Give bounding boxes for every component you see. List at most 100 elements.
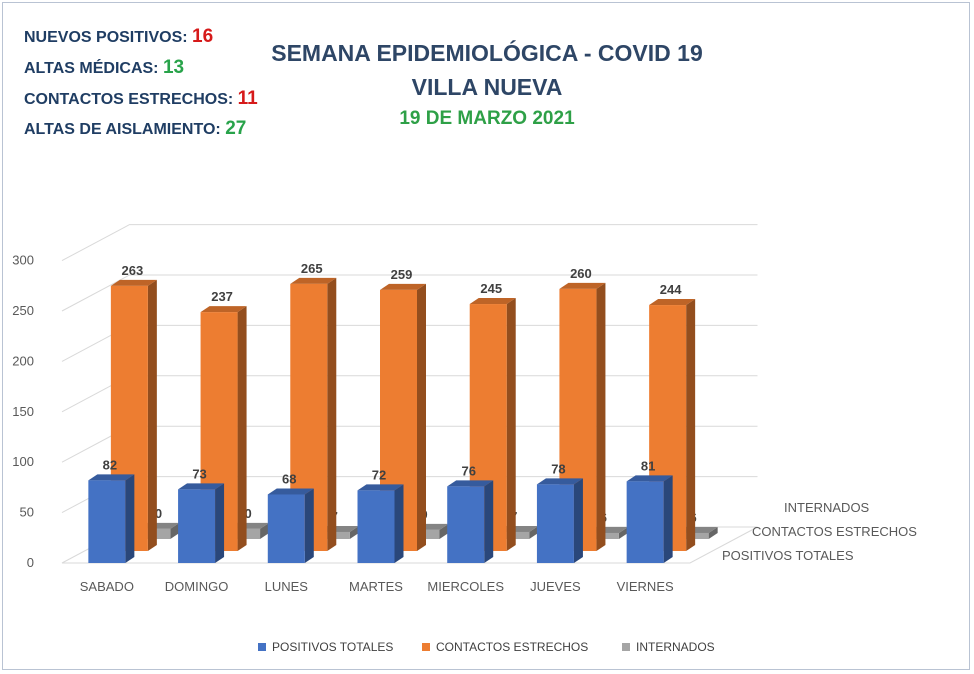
bar xyxy=(536,484,574,563)
legend-label: POSITIVOS TOTALES xyxy=(272,640,394,654)
data-label: 260 xyxy=(570,266,592,281)
stat-value: 11 xyxy=(237,88,258,109)
stat-altas-medicas: ALTAS MÉDICAS: 13 xyxy=(24,57,184,79)
data-label: 72 xyxy=(372,467,386,482)
stat-label: ALTAS DE AISLAMIENTO: xyxy=(24,121,221,138)
bar-side xyxy=(708,526,718,539)
bar-side xyxy=(237,306,247,551)
bar-side xyxy=(260,522,270,539)
x-tick-label: MIERCOLES xyxy=(427,579,504,594)
x-tick-label: DOMINGO xyxy=(165,579,229,594)
stat-label: ALTAS MÉDICAS: xyxy=(24,60,159,77)
bar-top xyxy=(380,283,426,290)
data-label: 244 xyxy=(660,282,682,297)
depth-axis-label: INTERNADOS xyxy=(784,500,870,515)
stat-label: CONTACTOS ESTRECHOS: xyxy=(24,91,234,108)
y-tick-label: 100 xyxy=(12,454,34,469)
bar-top xyxy=(200,306,247,313)
bar xyxy=(88,480,126,563)
stat-nuevos-positivos: NUEVOS POSITIVOS: 16 xyxy=(24,26,213,48)
stat-label: NUEVOS POSITIVOS: xyxy=(24,29,188,46)
legend-label: INTERNADOS xyxy=(636,640,715,654)
x-tick-label: MARTES xyxy=(349,579,403,594)
data-label: 265 xyxy=(301,261,323,276)
bar-side xyxy=(506,298,516,551)
bar-side xyxy=(170,522,180,539)
y-tick-label: 300 xyxy=(12,253,34,268)
chart-title: SEMANA EPIDEMIOLÓGICA - COVID 19 xyxy=(271,40,703,66)
x-tick-label: SABADO xyxy=(80,579,134,594)
bar-side xyxy=(125,474,135,563)
chart-subtitle: VILLA NUEVA xyxy=(411,74,563,100)
bar xyxy=(178,489,216,563)
legend-item-positivos: POSITIVOS TOTALES xyxy=(258,640,393,654)
bar-top xyxy=(267,488,314,495)
legend-swatch xyxy=(258,643,266,651)
bar-top xyxy=(559,282,606,289)
gridline xyxy=(61,224,758,262)
legend-label: CONTACTOS ESTRECHOS xyxy=(436,640,589,654)
data-label: 263 xyxy=(122,263,144,278)
data-label: 237 xyxy=(211,289,233,304)
bar-top xyxy=(178,483,225,490)
bar-side xyxy=(618,526,628,539)
data-label: 76 xyxy=(461,463,475,478)
data-label: 78 xyxy=(551,461,565,476)
stat-value: 27 xyxy=(225,118,247,139)
depth-axis-label: POSITIVOS TOTALES xyxy=(722,548,854,563)
y-tick-label: 200 xyxy=(12,353,34,368)
bar-side xyxy=(327,277,337,551)
bar-side xyxy=(304,488,314,563)
stat-value: 16 xyxy=(192,26,214,47)
y-tick-label: 250 xyxy=(12,303,34,318)
bar-top xyxy=(110,279,157,286)
stat-altas-aislamiento: ALTAS DE AISLAMIENTO: 27 xyxy=(24,118,246,140)
bar-side xyxy=(663,475,673,563)
bar-top xyxy=(649,299,696,306)
data-label: 259 xyxy=(391,267,413,282)
bar-side xyxy=(596,282,606,551)
gridline xyxy=(61,274,758,312)
depth-axis-label: CONTACTOS ESTRECHOS xyxy=(752,524,917,539)
data-label: 68 xyxy=(282,471,296,486)
legend-swatch xyxy=(422,643,430,651)
data-label: 82 xyxy=(103,457,117,472)
x-tick-label: JUEVES xyxy=(530,579,581,594)
data-label: 81 xyxy=(641,458,655,473)
stat-value: 13 xyxy=(162,57,185,78)
bar-side xyxy=(484,480,494,563)
bar-top xyxy=(290,277,337,284)
x-tick-label: LUNES xyxy=(265,579,309,594)
bar-side xyxy=(439,523,449,539)
y-tick-label: 150 xyxy=(12,404,34,419)
bar-side xyxy=(417,283,426,551)
bar-side xyxy=(573,478,583,563)
bar-side xyxy=(686,299,696,551)
data-label: 73 xyxy=(192,466,206,481)
bar-top xyxy=(88,474,135,481)
bar-side xyxy=(529,525,539,539)
data-label: 245 xyxy=(480,281,502,296)
bar-side xyxy=(147,279,157,551)
bar xyxy=(447,486,485,563)
legend-item-internados: INTERNADOS xyxy=(622,640,715,654)
bar-top xyxy=(626,475,673,482)
bar-top xyxy=(447,480,494,487)
legend-swatch xyxy=(622,643,630,651)
bar-top xyxy=(357,484,404,491)
chart-date: 19 DE MARZO 2021 xyxy=(399,108,575,129)
bar-top xyxy=(469,298,516,305)
y-tick-label: 0 xyxy=(27,555,34,570)
legend-item-contactos: CONTACTOS ESTRECHOS xyxy=(422,640,588,654)
bar-top xyxy=(536,478,583,485)
x-tick-label: VIERNES xyxy=(617,579,674,594)
bar-side xyxy=(394,484,404,563)
bar xyxy=(626,481,664,563)
stat-contactos-estrechos: CONTACTOS ESTRECHOS: 11 xyxy=(24,88,258,110)
bar xyxy=(267,494,305,563)
y-tick-label: 50 xyxy=(20,505,34,520)
bar-side xyxy=(215,483,225,563)
bar-side xyxy=(349,525,359,539)
bar xyxy=(357,490,395,563)
